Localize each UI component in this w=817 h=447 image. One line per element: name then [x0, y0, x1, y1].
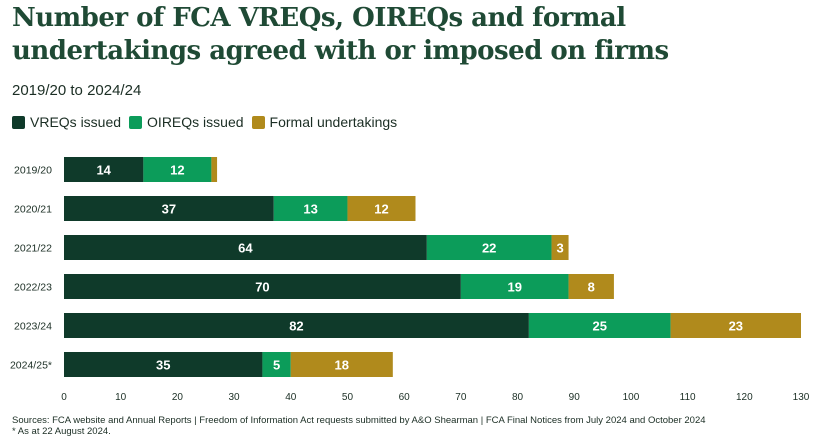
data-label: 64 — [238, 241, 253, 256]
legend-swatch-oireqs — [129, 115, 143, 129]
sources-note: Sources: FCA website and Annual Reports … — [12, 415, 812, 437]
x-tick-label: 40 — [285, 392, 297, 403]
bar-segment-vreqs — [64, 274, 461, 299]
legend-item-formal: Formal undertakings — [251, 114, 398, 130]
data-label: 19 — [507, 280, 521, 295]
bar-segment-formal — [568, 274, 614, 299]
bar-segment-oireqs — [460, 274, 569, 299]
bar-segment-formal — [290, 352, 393, 377]
bar-segment-vreqs — [64, 196, 274, 221]
data-label: 5 — [273, 358, 280, 373]
chart-subtitle: 2019/20 to 2024/24 — [12, 82, 142, 99]
bar-segment-oireqs — [273, 196, 348, 221]
legend-label-oireqs: OIREQs issued — [147, 114, 244, 130]
category-label: 2023/24 — [14, 321, 52, 333]
legend-label-vreqs: VREQs issued — [30, 114, 122, 130]
x-tick-label: 130 — [793, 392, 810, 403]
x-tick-label: 30 — [229, 392, 241, 403]
x-tick-label: 80 — [512, 392, 524, 403]
data-label: 37 — [162, 202, 176, 217]
data-label: 82 — [289, 319, 303, 334]
data-label: 12 — [374, 202, 388, 217]
data-label: 23 — [729, 319, 743, 334]
category-label: 2021/22 — [14, 243, 52, 255]
bar-segment-oireqs — [528, 313, 671, 338]
x-tick-label: 0 — [61, 392, 67, 403]
bar-segment-formal — [211, 157, 218, 182]
legend-swatch-formal — [251, 115, 265, 129]
bar-segment-formal — [670, 313, 801, 338]
x-tick-label: 90 — [569, 392, 581, 403]
legend-label-formal: Formal undertakings — [269, 114, 398, 130]
bar-segment-oireqs — [426, 235, 552, 260]
data-label: 8 — [588, 280, 595, 295]
bar-segment-formal — [347, 196, 416, 221]
legend-item-oireqs: OIREQs issued — [129, 114, 244, 130]
x-tick-label: 70 — [455, 392, 467, 403]
chart-title: Number of FCA VREQs, OIREQs and formal u… — [12, 3, 669, 66]
category-label: 2020/21 — [14, 204, 52, 216]
data-label: 18 — [335, 358, 349, 373]
x-tick-label: 50 — [342, 392, 354, 403]
category-label: 2024/25* — [10, 360, 52, 372]
bar-segment-oireqs — [262, 352, 291, 377]
footnote-text: * As at 22 August 2024. — [12, 426, 111, 437]
bar-segment-vreqs — [64, 235, 427, 260]
category-label: 2019/20 — [14, 165, 52, 177]
data-label: 70 — [255, 280, 269, 295]
legend-swatch-vreqs — [12, 115, 25, 129]
data-label: 14 — [96, 163, 111, 178]
bar-segment-oireqs — [143, 157, 212, 182]
data-label: 12 — [170, 163, 184, 178]
legend: VREQs issued OIREQs issued Formal undert… — [12, 114, 405, 130]
data-label: 13 — [303, 202, 317, 217]
data-label: 35 — [156, 358, 170, 373]
legend-item-vreqs: VREQs issued — [12, 114, 121, 130]
bar-segment-vreqs — [64, 352, 263, 377]
x-tick-label: 110 — [680, 392, 696, 403]
stacked-bar-chart: 2019/20 14 12 2020/21 37 13 12 2021/22 64 22 3 2022… — [10, 157, 810, 403]
x-tick-label: 20 — [172, 392, 184, 403]
bar-segment-vreqs — [64, 313, 529, 338]
bar-segment-vreqs — [64, 157, 144, 182]
x-tick-label: 10 — [115, 392, 127, 403]
x-tick-label: 100 — [623, 392, 640, 403]
data-label: 25 — [593, 319, 607, 334]
data-label: 3 — [556, 241, 563, 256]
category-label: 2022/23 — [14, 282, 52, 294]
bar-segment-formal — [551, 235, 569, 260]
sources-text: Sources: FCA website and Annual Reports … — [12, 415, 706, 426]
data-label: 22 — [482, 241, 496, 256]
x-tick-label: 120 — [736, 392, 753, 403]
x-tick-label: 60 — [399, 392, 411, 403]
